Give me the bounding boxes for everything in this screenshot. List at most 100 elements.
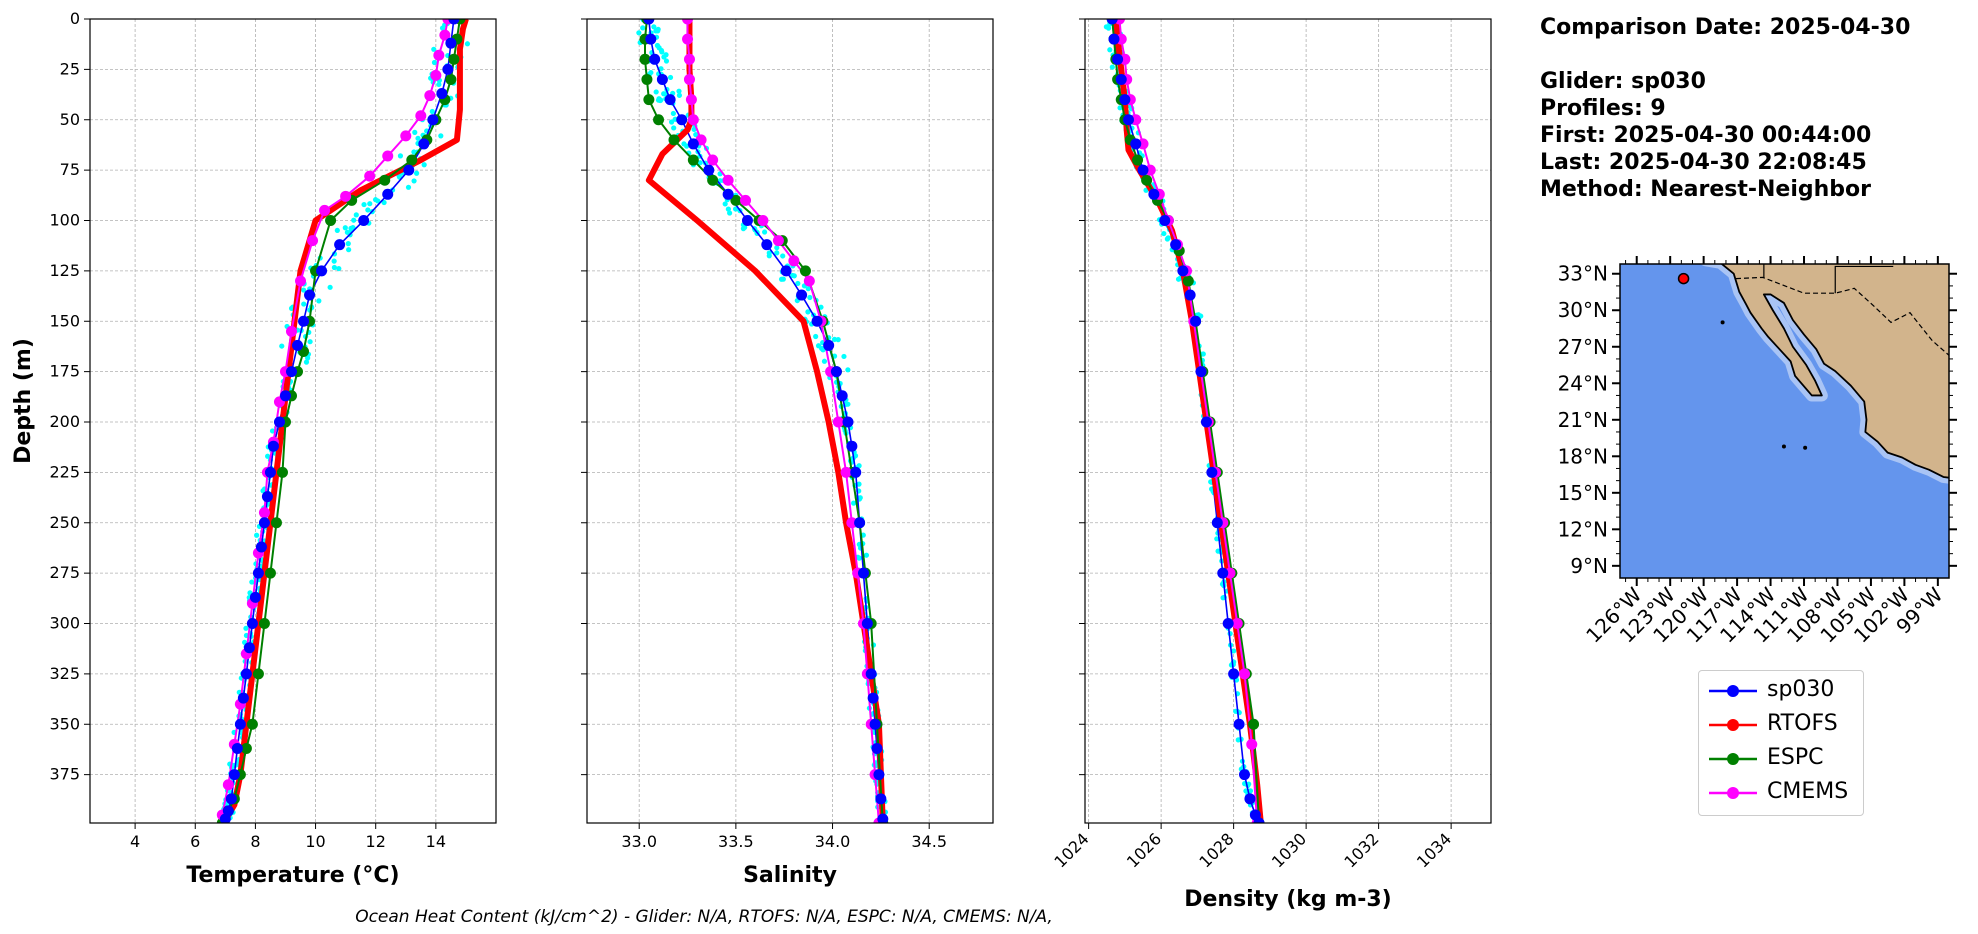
data-point-sp030 [240, 668, 252, 680]
glider-point [254, 532, 260, 538]
data-point-sp030 [796, 289, 808, 301]
data-point-sp030 [445, 37, 457, 49]
glider-point [301, 287, 307, 293]
metadata-block: Comparison Date: 2025-04-30 Glider: sp03… [1540, 14, 1910, 203]
data-point-cmems [1231, 618, 1243, 630]
glider-point [331, 258, 337, 264]
gridlines [587, 18, 993, 823]
data-point-cmems [307, 235, 319, 247]
data-point-sp030 [875, 793, 887, 805]
glider-name: Glider: sp030 [1540, 69, 1706, 94]
data-point-cmems [682, 19, 694, 25]
data-point-sp030 [1244, 793, 1256, 805]
data-point-cmems [832, 416, 844, 428]
x-tick-label: 1032 [1340, 829, 1382, 871]
data-point-espc [325, 215, 337, 227]
data-point-espc [264, 567, 276, 579]
glider-point [327, 284, 333, 290]
glider-point [1107, 47, 1113, 53]
glider-point [658, 66, 664, 72]
glider-point [863, 552, 870, 558]
data-point-cmems [707, 154, 719, 166]
x-tick-label: 8 [250, 832, 260, 851]
data-point-sp030 [219, 813, 231, 823]
last-time: Last: 2025-04-30 22:08:45 [1540, 150, 1867, 175]
data-point-sp030 [1112, 53, 1124, 65]
glider-point [243, 625, 249, 631]
series-rtofs [222, 19, 469, 823]
location-map: 33°N30°N27°N24°N21°N18°N15°N12°N9°N126°W… [1558, 256, 1957, 648]
series-markers-cmems [1113, 19, 1263, 823]
legend-marker-cmems [1709, 787, 1757, 799]
glider-point [725, 206, 731, 212]
glider-point [661, 91, 667, 97]
glider-point [436, 81, 442, 88]
land [1720, 264, 1949, 479]
axes-frame [586, 18, 994, 824]
data-point-cmems [740, 194, 752, 206]
data-point-sp030 [1108, 33, 1120, 45]
glider-point [663, 58, 670, 64]
data-point-sp030 [1115, 73, 1127, 85]
data-point-cmems [415, 110, 427, 122]
legend-item-espc: ESPC [1699, 743, 1863, 777]
lat-label: 27°N [1558, 335, 1608, 359]
data-point-espc [276, 466, 288, 478]
x-tick-label: 6 [190, 832, 200, 851]
glider-point [438, 133, 444, 139]
x-tick-label: 14 [426, 832, 446, 851]
y-tick-label: 150 [49, 311, 80, 330]
glider-point [1106, 25, 1112, 31]
data-point-sp030 [252, 567, 264, 579]
glider-scatter [219, 19, 471, 821]
y-tick-label: 200 [49, 412, 80, 431]
data-point-sp030 [780, 265, 792, 277]
data-point-sp030 [261, 491, 273, 503]
data-point-sp030 [649, 53, 661, 65]
method: Method: Nearest-Neighbor [1540, 177, 1871, 202]
glider-point [805, 309, 811, 315]
data-point-sp030 [1119, 94, 1131, 106]
data-point-espc [258, 618, 270, 630]
glider-point [1161, 230, 1167, 237]
data-point-sp030 [861, 618, 873, 630]
data-point-espc [668, 134, 680, 146]
data-point-cmems [319, 204, 331, 216]
data-point-sp030 [243, 642, 255, 654]
glider-point [307, 339, 313, 345]
glider-point [265, 453, 271, 459]
x-axis-label: Salinity [743, 863, 837, 888]
data-point-sp030 [285, 366, 297, 378]
glider-point [661, 54, 667, 60]
y-tick-label: 175 [49, 362, 80, 381]
profile-panels: 4 6 8 10 12 14 0 25 50 75 100 125 150 175 200 225 250 275… [11, 9, 1492, 912]
data-point-cmems [433, 49, 445, 61]
glider-point [658, 47, 665, 54]
legend: sp030 RTOFS ESPC CMEMS [1698, 670, 1864, 816]
glider-point [353, 212, 359, 218]
data-point-sp030 [1253, 817, 1265, 823]
x-tick-label: 34.5 [911, 832, 947, 851]
lat-label: 33°N [1558, 262, 1608, 286]
glider-point [348, 225, 354, 231]
data-point-sp030 [1170, 239, 1182, 251]
x-tick-label: 1024 [1050, 829, 1092, 871]
y-tick-label: 350 [49, 714, 80, 733]
data-point-espc [799, 265, 811, 277]
series-line-cmems [1118, 19, 1259, 823]
glider-point [361, 201, 367, 208]
data-point-sp030 [436, 88, 448, 100]
data-point-sp030 [234, 718, 246, 730]
glider-point [818, 345, 825, 351]
lat-label: 15°N [1558, 481, 1608, 505]
glider-point [334, 227, 340, 234]
data-point-sp030 [382, 188, 394, 200]
y-tick-label: 75 [60, 160, 80, 179]
glider-point [653, 89, 659, 95]
glider-point [365, 207, 371, 213]
data-point-cmems [1239, 668, 1250, 680]
glider-point [667, 74, 674, 81]
data-point-cmems [1246, 738, 1258, 750]
legend-label-sp030: sp030 [1767, 677, 1835, 702]
data-point-sp030 [1195, 366, 1207, 378]
